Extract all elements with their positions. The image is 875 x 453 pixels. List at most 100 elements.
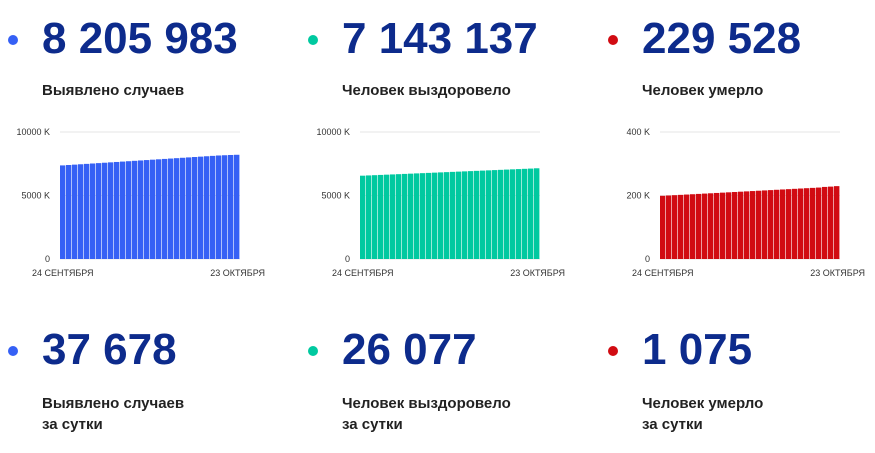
bar [138, 160, 144, 259]
y-tick-label: 0 [345, 254, 350, 264]
bar [534, 168, 540, 259]
y-tick-label: 0 [645, 254, 650, 264]
daily-cases-label: Выявлено случаев [42, 395, 185, 412]
bar [378, 174, 384, 259]
daily-recovered-value: 26 077 [342, 325, 477, 374]
bar [528, 168, 534, 259]
bar [474, 170, 480, 259]
deaths-chart: 400 K 200 K 0 24 СЕНТЯБРЯ 23 ОКТЯБРЯ [626, 127, 865, 278]
bar [132, 160, 138, 259]
bar [678, 194, 684, 259]
bar [222, 155, 228, 259]
bar [366, 175, 372, 259]
bar [768, 190, 774, 259]
bar [108, 162, 114, 259]
bar [504, 169, 510, 259]
bar [468, 171, 474, 259]
bar [432, 172, 438, 259]
bar [720, 192, 726, 259]
daily-deaths-value: 1 075 [642, 325, 753, 374]
bar [396, 174, 402, 259]
bar [60, 165, 66, 259]
y-tick-label: 10000 K [316, 127, 350, 137]
bar [462, 171, 468, 259]
bar [180, 157, 186, 259]
bar [204, 156, 210, 259]
bar [234, 154, 240, 259]
bar [792, 188, 798, 259]
bar [126, 161, 132, 259]
bar [762, 190, 768, 259]
bar [150, 159, 156, 259]
bar [390, 174, 396, 259]
bar [726, 192, 732, 259]
y-tick-label: 400 K [626, 127, 650, 137]
bar [516, 169, 522, 259]
bar [168, 158, 174, 259]
cases-dot [8, 35, 18, 45]
y-tick-label: 200 K [626, 191, 650, 201]
x-end-label: 23 ОКТЯБРЯ [210, 268, 265, 278]
bar [510, 169, 516, 259]
total-recovered-value: 7 143 137 [342, 14, 538, 63]
y-tick-label: 10000 K [16, 127, 50, 137]
bar [684, 194, 690, 259]
total-recovered-label: Человек выздоровело [342, 82, 511, 99]
bar [384, 174, 390, 259]
bar [828, 186, 834, 259]
bar [732, 192, 738, 259]
bar [72, 164, 78, 259]
bar [750, 191, 756, 259]
bar [174, 158, 180, 259]
daily-cases-value: 37 678 [42, 325, 177, 374]
bar [816, 187, 822, 259]
bar [480, 170, 486, 259]
bar [702, 193, 708, 259]
bar [408, 173, 414, 259]
daily-cases-sublabel: за сутки [42, 416, 103, 433]
bar [660, 195, 666, 259]
bar [714, 192, 720, 259]
bar [162, 158, 168, 259]
total-deaths-label: Человек умерло [642, 82, 764, 99]
x-start-label: 24 СЕНТЯБРЯ [632, 268, 694, 278]
recovered-dot [308, 35, 318, 45]
daily-recovered-sublabel: за сутки [342, 416, 403, 433]
bar [498, 169, 504, 259]
bar [774, 189, 780, 259]
bar [672, 195, 678, 259]
bar [360, 175, 366, 259]
bar [120, 161, 126, 259]
bar [102, 162, 108, 259]
bar [420, 173, 426, 259]
bar [96, 163, 102, 259]
bar [804, 188, 810, 259]
bar [114, 161, 120, 259]
bar [228, 154, 234, 259]
y-tick-label: 5000 K [21, 191, 50, 201]
daily-recovered-label: Человек выздоровело [342, 395, 511, 412]
bar [822, 186, 828, 259]
total-cases-label: Выявлено случаев [42, 82, 185, 99]
daily-deaths-dot [608, 346, 618, 356]
bar [426, 172, 432, 259]
daily-recovered-dot [308, 346, 318, 356]
bar [192, 157, 198, 259]
recovered-chart: 10000 K 5000 K 0 24 СЕНТЯБРЯ 23 ОКТЯБРЯ [316, 127, 565, 278]
bar [744, 191, 750, 259]
bar [456, 171, 462, 259]
bar [666, 195, 672, 259]
bar [216, 155, 222, 259]
bar [696, 193, 702, 259]
total-cases-value: 8 205 983 [42, 14, 238, 63]
x-end-label: 23 ОКТЯБРЯ [510, 268, 565, 278]
bar [708, 193, 714, 259]
bar [144, 160, 150, 259]
bar [156, 159, 162, 259]
x-start-label: 24 СЕНТЯБРЯ [32, 268, 94, 278]
bar [90, 163, 96, 259]
bar [84, 163, 90, 259]
deaths-dot [608, 35, 618, 45]
daily-deaths-label: Человек умерло [642, 395, 764, 412]
bar [690, 194, 696, 259]
